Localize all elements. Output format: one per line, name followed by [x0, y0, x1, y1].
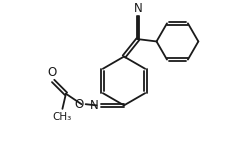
Text: O: O [47, 66, 57, 79]
Text: N: N [134, 2, 142, 15]
Text: N: N [90, 99, 99, 112]
Text: O: O [75, 98, 84, 111]
Text: CH₃: CH₃ [53, 112, 72, 122]
